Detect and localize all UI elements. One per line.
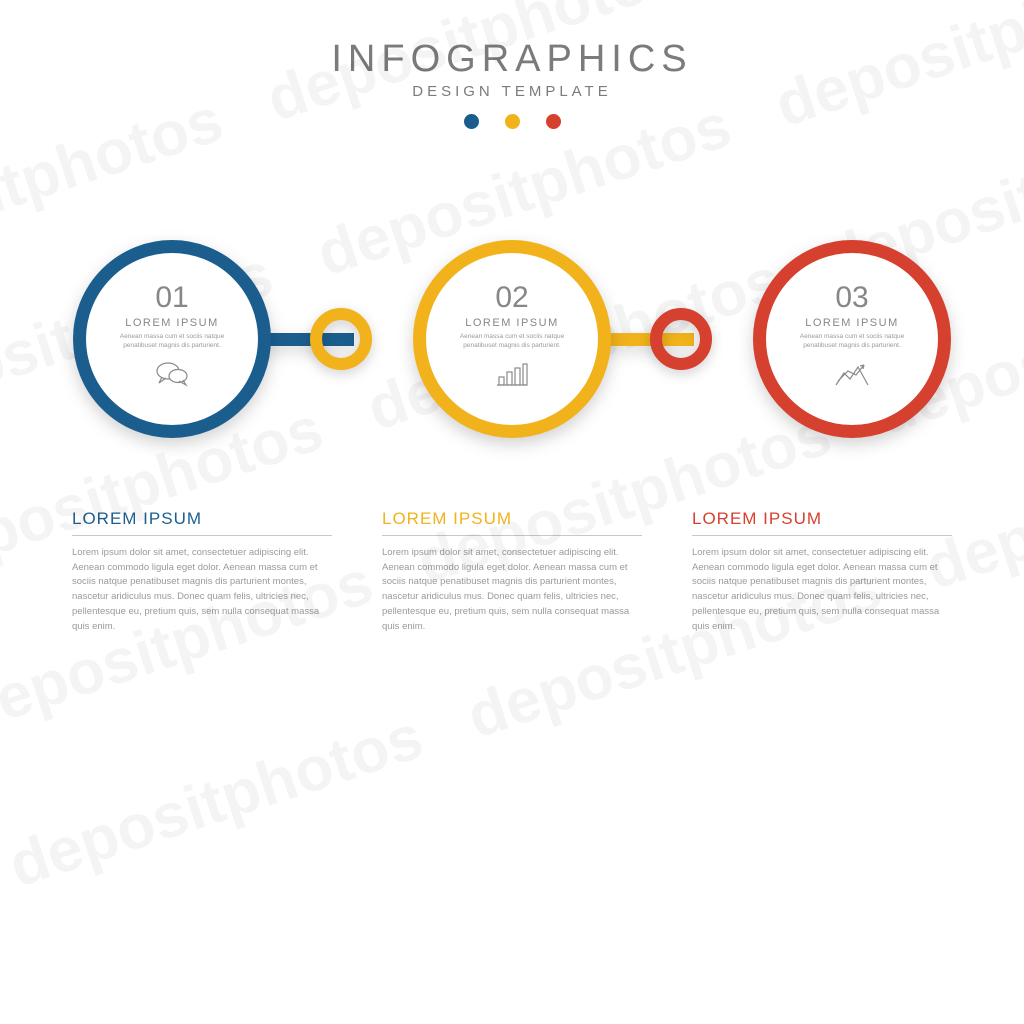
connector-link-2 xyxy=(650,308,712,370)
header: INFOGRAPHICS DESIGN TEMPLATE xyxy=(0,0,1024,129)
column-body: Lorem ipsum dolor sit amet, consectetuer… xyxy=(382,546,642,634)
column-title: LOREM IPSUM xyxy=(72,509,332,536)
description-columns: LOREM IPSUM Lorem ipsum dolor sit amet, … xyxy=(0,509,1024,634)
legend-dot-3 xyxy=(546,114,561,129)
ring-step-1: 01 LOREM IPSUM Aenean massa cum et socii… xyxy=(73,240,271,438)
step-desc: Aenean massa cum et sociis natque penati… xyxy=(457,333,567,351)
step-number: 01 xyxy=(155,281,188,315)
step-desc: Aenean massa cum et sociis natque penati… xyxy=(117,333,227,351)
step-caption: LOREM IPSUM xyxy=(465,317,559,329)
sub-title: DESIGN TEMPLATE xyxy=(0,83,1024,100)
color-legend-dots xyxy=(0,114,1024,129)
chain-diagram: 01 LOREM IPSUM Aenean massa cum et socii… xyxy=(0,199,1024,479)
column-2: LOREM IPSUM Lorem ipsum dolor sit amet, … xyxy=(382,509,642,634)
chat-icon xyxy=(155,361,189,392)
column-3: LOREM IPSUM Lorem ipsum dolor sit amet, … xyxy=(692,509,952,634)
step-number: 02 xyxy=(495,281,528,315)
column-title: LOREM IPSUM xyxy=(382,509,642,536)
growth-chart-icon xyxy=(834,361,870,392)
step-desc: Aenean massa cum et sociis natque penati… xyxy=(797,333,907,351)
column-body: Lorem ipsum dolor sit amet, consectetuer… xyxy=(692,546,952,634)
legend-dot-2 xyxy=(505,114,520,129)
ring-step-2: 02 LOREM IPSUM Aenean massa cum et socii… xyxy=(413,240,611,438)
step-caption: LOREM IPSUM xyxy=(125,317,219,329)
column-1: LOREM IPSUM Lorem ipsum dolor sit amet, … xyxy=(72,509,332,634)
bar-chart-icon xyxy=(495,361,529,392)
column-body: Lorem ipsum dolor sit amet, consectetuer… xyxy=(72,546,332,634)
step-caption: LOREM IPSUM xyxy=(805,317,899,329)
main-title: INFOGRAPHICS xyxy=(0,38,1024,81)
column-title: LOREM IPSUM xyxy=(692,509,952,536)
ring-step-3: 03 LOREM IPSUM Aenean massa cum et socii… xyxy=(753,240,951,438)
step-number: 03 xyxy=(835,281,868,315)
connector-link-1 xyxy=(310,308,372,370)
legend-dot-1 xyxy=(464,114,479,129)
